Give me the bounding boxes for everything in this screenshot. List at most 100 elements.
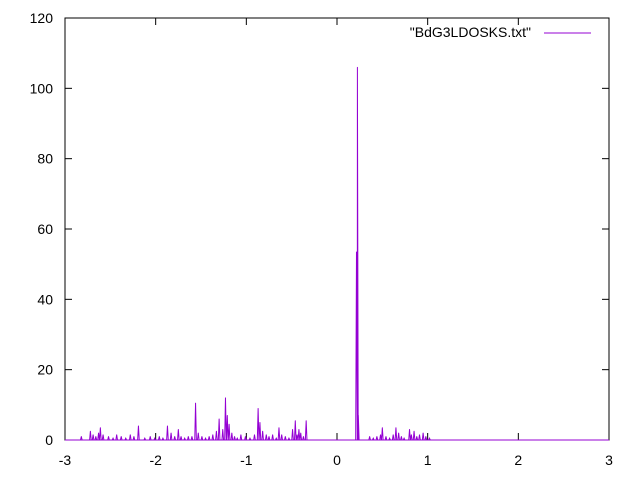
data-point (429, 437, 430, 439)
data-point (400, 436, 402, 437)
data-point (372, 437, 374, 439)
data-point (99, 427, 101, 429)
data-point (268, 436, 270, 437)
data-point (177, 429, 179, 430)
x-tick-label: 3 (605, 452, 613, 468)
x-tick-label: -3 (59, 452, 72, 468)
data-point (413, 430, 415, 432)
data-point (249, 437, 251, 439)
data-point (292, 429, 293, 430)
data-point (89, 430, 91, 432)
data-point (296, 434, 298, 436)
y-tick-label: 40 (37, 291, 53, 307)
data-point (212, 434, 214, 436)
data-point (392, 434, 394, 436)
data-point (305, 420, 307, 422)
y-tick-label: 80 (37, 151, 53, 167)
data-point (216, 430, 217, 432)
plot-frame (64, 17, 610, 441)
data-point (180, 436, 182, 437)
data-point (226, 414, 228, 416)
data-point (369, 436, 371, 437)
data-point (275, 437, 277, 439)
data-point (240, 434, 242, 436)
data-point (265, 434, 267, 436)
data-point (425, 436, 427, 437)
y-tick-label: 0 (45, 432, 53, 448)
data-point (184, 437, 186, 439)
data-point (195, 402, 196, 404)
data-point (108, 436, 109, 437)
data-point (403, 437, 405, 439)
data-point (288, 437, 290, 439)
data-point (187, 436, 189, 437)
data-point (245, 436, 246, 437)
data-point (154, 437, 156, 439)
data-point (294, 420, 296, 422)
data-point (205, 437, 206, 439)
x-tick-label: 0 (333, 452, 341, 468)
data-point (416, 436, 418, 437)
data-point (228, 423, 230, 425)
data-point (284, 436, 286, 437)
x-tick-label: -1 (240, 452, 253, 468)
data-point (254, 434, 255, 436)
data-point (158, 436, 160, 437)
data-point (298, 429, 300, 430)
x-tick-label: 1 (424, 452, 432, 468)
data-point (201, 436, 203, 437)
data-point (234, 436, 235, 437)
data-point (419, 434, 420, 436)
data-point (259, 422, 261, 423)
data-point (112, 437, 114, 439)
data-point (236, 437, 238, 439)
x-tick-label: 2 (514, 452, 522, 468)
series-line (80, 67, 431, 441)
data-point (281, 434, 283, 436)
data-point (102, 434, 104, 436)
data-point (116, 434, 118, 436)
series-group (65, 66, 609, 441)
data-point (410, 434, 412, 436)
data-point (80, 436, 82, 437)
y-tick-label: 60 (37, 221, 53, 237)
data-point (149, 436, 151, 437)
legend-label: "BdG3LDOSKS.txt" (410, 24, 531, 40)
y-tick-label: 20 (37, 362, 53, 378)
data-point (381, 427, 383, 429)
y-tick-label: 100 (30, 80, 54, 96)
data-point (262, 430, 264, 432)
data-point (389, 437, 390, 439)
data-point (98, 432, 99, 434)
data-point (380, 434, 381, 436)
data-point (191, 436, 193, 437)
data-point (231, 432, 233, 434)
data-point (138, 425, 139, 427)
legend: "BdG3LDOSKS.txt" (410, 24, 591, 40)
data-point (257, 407, 259, 409)
data-point (272, 434, 274, 436)
data-point (422, 432, 424, 434)
data-point (133, 436, 135, 437)
data-point (167, 425, 168, 427)
data-point (208, 436, 210, 437)
data-point (144, 437, 146, 439)
data-point (395, 427, 397, 429)
data-point (120, 436, 122, 437)
data-point (95, 436, 97, 437)
data-point (222, 429, 224, 430)
data-point (398, 432, 400, 434)
data-point (357, 414, 359, 416)
data-point (409, 429, 410, 430)
data-point (218, 418, 220, 420)
data-point (170, 432, 172, 434)
data-point (225, 397, 226, 399)
data-point (356, 251, 357, 253)
data-point (385, 436, 387, 437)
y-tick-label: 120 (30, 10, 54, 26)
data-point (129, 434, 131, 436)
data-point (92, 434, 94, 436)
axis-ticks: -3 -2 -1 0 1 2 3 0 20 40 60 80 100 120 (30, 10, 613, 468)
data-point (278, 427, 280, 429)
